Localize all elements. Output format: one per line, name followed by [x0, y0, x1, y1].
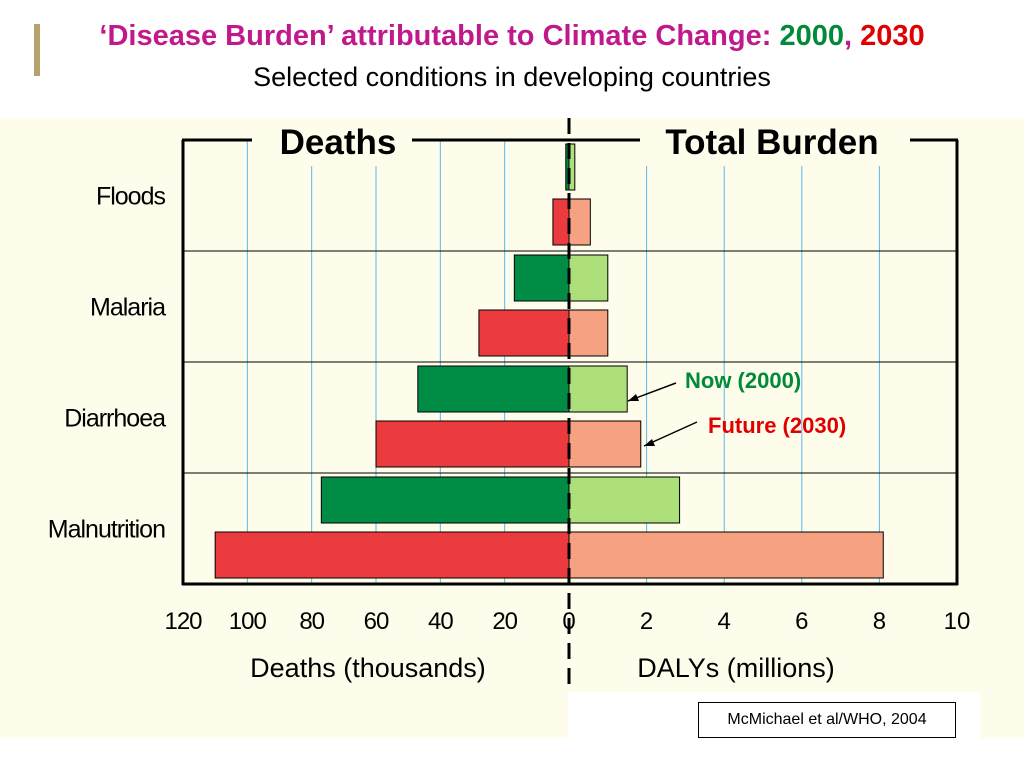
tick-deaths-80: 80 [299, 608, 324, 635]
bar-deaths-2030-diarrhoea [375, 420, 570, 468]
deaths-header-bg [252, 122, 412, 166]
annotation-future: Future (2030) [708, 413, 846, 438]
category-label-malaria: Malaria [90, 294, 166, 322]
deaths-header: Deaths [280, 123, 397, 162]
bar-dalys-2030-malaria [568, 309, 609, 357]
tick-deaths-60: 60 [364, 608, 389, 635]
tick-labels: 120100806040200246810 [164, 608, 970, 635]
tick-dalys-2: 2 [640, 608, 653, 635]
burden-header-bg [640, 122, 910, 166]
category-label-malnutrition: Malnutrition [48, 516, 165, 544]
total-burden-header: Total Burden [665, 123, 878, 162]
category-label-floods: Floods [96, 183, 166, 211]
tick-deaths-120: 120 [164, 608, 202, 635]
tick-dalys-6: 6 [795, 608, 808, 635]
title-year-2000: 2000 [779, 20, 844, 52]
now-arrowhead [628, 394, 639, 401]
slide-subtitle: Selected conditions in developing countr… [253, 62, 771, 92]
bar-deaths-2000-malaria [513, 254, 570, 302]
slide-title: ‘Disease Burden’ attributable to Climate… [0, 20, 1024, 53]
bar-deaths-2030-malnutrition [214, 531, 570, 579]
tick-dalys-10: 10 [944, 608, 971, 635]
category-label-diarrhoea: Diarrhoea [64, 405, 166, 433]
tick-dalys-8: 8 [873, 608, 886, 635]
title-accent-bar [34, 24, 40, 76]
tick-deaths-20: 20 [492, 608, 517, 635]
bar-deaths-2030-floods [552, 198, 570, 246]
bar-dalys-2030-malnutrition [568, 531, 884, 579]
bar-layer [214, 143, 884, 579]
dalys-axis-label: DALYs (millions) [637, 653, 835, 683]
title-year-2030: 2030 [860, 20, 925, 52]
citation: McMichael et al/WHO, 2004 [698, 702, 956, 738]
bar-dalys-2030-diarrhoea [568, 420, 642, 468]
deaths-axis-label: Deaths (thousands) [250, 653, 486, 683]
bar-dalys-2000-diarrhoea [568, 365, 628, 413]
bar-dalys-2000-malaria [568, 254, 609, 302]
bar-dalys-2000-floods [568, 143, 576, 191]
bar-deaths-2000-malnutrition [320, 476, 570, 524]
title-separator: , [843, 20, 861, 52]
annotation-now: Now (2000) [685, 368, 801, 393]
category-labels: Floods Malaria Diarrhoea Malnutrition [48, 183, 167, 544]
tick-dalys-4: 4 [718, 608, 731, 635]
bar-deaths-2030-malaria [478, 309, 570, 357]
bar-dalys-2030-floods [568, 198, 591, 246]
future-arrowhead [644, 439, 655, 446]
title-main: ‘Disease Burden’ attributable to Climate… [99, 20, 780, 52]
tick-deaths-100: 100 [229, 608, 267, 635]
bar-dalys-2000-malnutrition [568, 476, 681, 524]
bar-deaths-2000-diarrhoea [417, 365, 570, 413]
tick-deaths-40: 40 [428, 608, 453, 635]
